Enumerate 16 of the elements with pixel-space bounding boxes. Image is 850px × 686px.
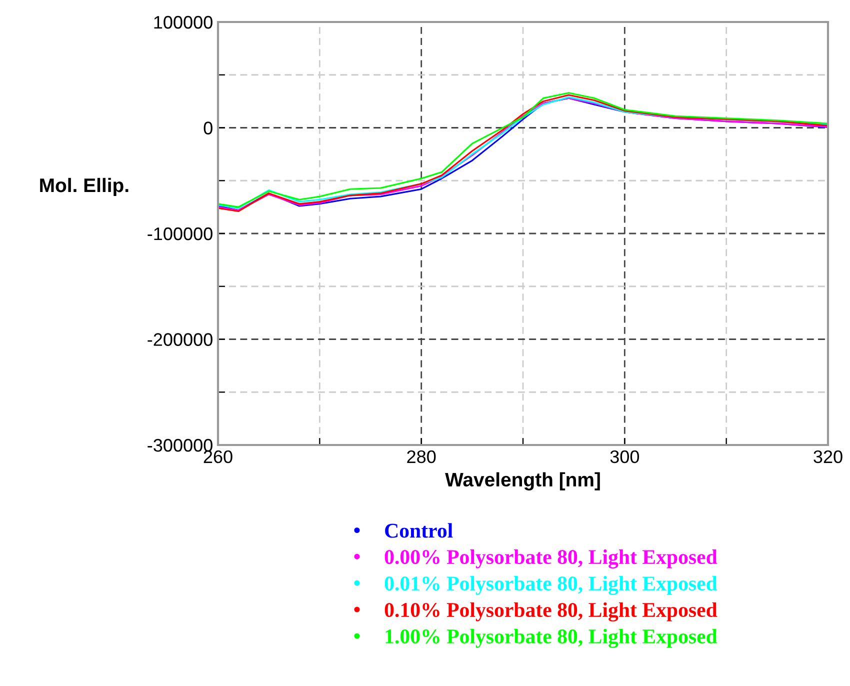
legend-label: 1.00% Polysorbate 80, Light Exposed xyxy=(386,628,718,648)
y-tick-label: 100000 xyxy=(154,16,212,29)
x-tick-label: 280 xyxy=(407,450,436,464)
legend-label: 0.10% Polysorbate 80, Light Exposed xyxy=(384,602,718,622)
legend-label: 0.01% Polysorbate 80, Light Exposed xyxy=(384,576,718,595)
x-tick-label: 300 xyxy=(610,450,640,464)
legend-label: 0.00% Polysorbate 80, Light Exposed xyxy=(384,549,718,568)
y-tick-label: -100000 xyxy=(148,227,212,240)
x-tick-label: 260 xyxy=(204,450,232,464)
legend-label: Control xyxy=(385,523,453,538)
x-axis-title: Wavelength [nm] xyxy=(445,472,600,490)
x-tick-label: 320 xyxy=(814,450,842,464)
y-axis-title: Mol. Ellip. xyxy=(40,178,128,196)
y-tick-label: 0 xyxy=(204,122,212,134)
y-tick-label: -200000 xyxy=(148,333,212,346)
y-tick-label: -300000 xyxy=(148,438,212,452)
